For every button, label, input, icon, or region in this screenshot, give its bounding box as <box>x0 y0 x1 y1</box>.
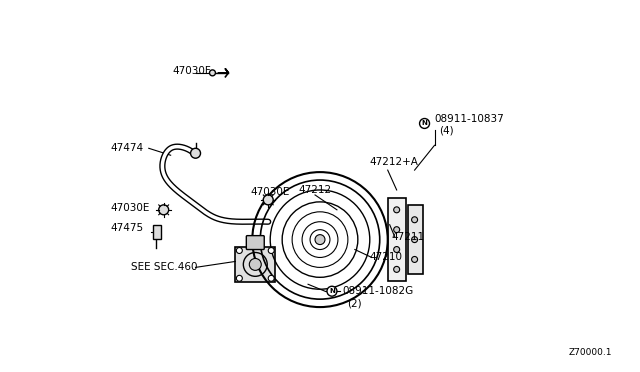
Circle shape <box>420 119 429 128</box>
Circle shape <box>236 275 243 281</box>
Circle shape <box>412 217 417 223</box>
Circle shape <box>327 286 337 296</box>
Circle shape <box>263 195 273 205</box>
FancyBboxPatch shape <box>388 198 406 281</box>
Text: 47212: 47212 <box>298 185 332 195</box>
FancyBboxPatch shape <box>153 225 161 238</box>
FancyBboxPatch shape <box>246 235 264 250</box>
Text: 08911-10837: 08911-10837 <box>435 113 504 124</box>
Circle shape <box>394 266 399 272</box>
Circle shape <box>250 259 261 270</box>
Text: 47210: 47210 <box>370 253 403 263</box>
Circle shape <box>315 235 325 244</box>
Text: 47474: 47474 <box>111 143 144 153</box>
Circle shape <box>394 247 399 253</box>
Text: 08911-1082G: 08911-1082G <box>342 286 413 296</box>
Circle shape <box>159 205 169 215</box>
Text: (4): (4) <box>440 125 454 135</box>
Circle shape <box>191 148 200 158</box>
Text: SEE SEC.460: SEE SEC.460 <box>131 262 197 272</box>
Text: N: N <box>329 288 335 294</box>
FancyBboxPatch shape <box>236 247 275 282</box>
Text: N: N <box>422 121 428 126</box>
Circle shape <box>412 256 417 262</box>
Circle shape <box>268 275 274 281</box>
FancyBboxPatch shape <box>408 205 422 274</box>
Text: 47212+A: 47212+A <box>370 157 419 167</box>
Circle shape <box>236 247 243 253</box>
Text: Z70000.1: Z70000.1 <box>569 348 612 357</box>
Text: 47475: 47475 <box>111 223 144 233</box>
Circle shape <box>394 207 399 213</box>
Circle shape <box>394 227 399 232</box>
Text: 47030E: 47030E <box>111 203 150 213</box>
Text: 47030F: 47030F <box>173 66 211 76</box>
Circle shape <box>412 237 417 243</box>
Text: 47211: 47211 <box>392 232 425 242</box>
Text: (2): (2) <box>347 298 362 308</box>
Text: 47030E: 47030E <box>250 187 290 197</box>
Circle shape <box>268 247 274 253</box>
Circle shape <box>209 70 216 76</box>
